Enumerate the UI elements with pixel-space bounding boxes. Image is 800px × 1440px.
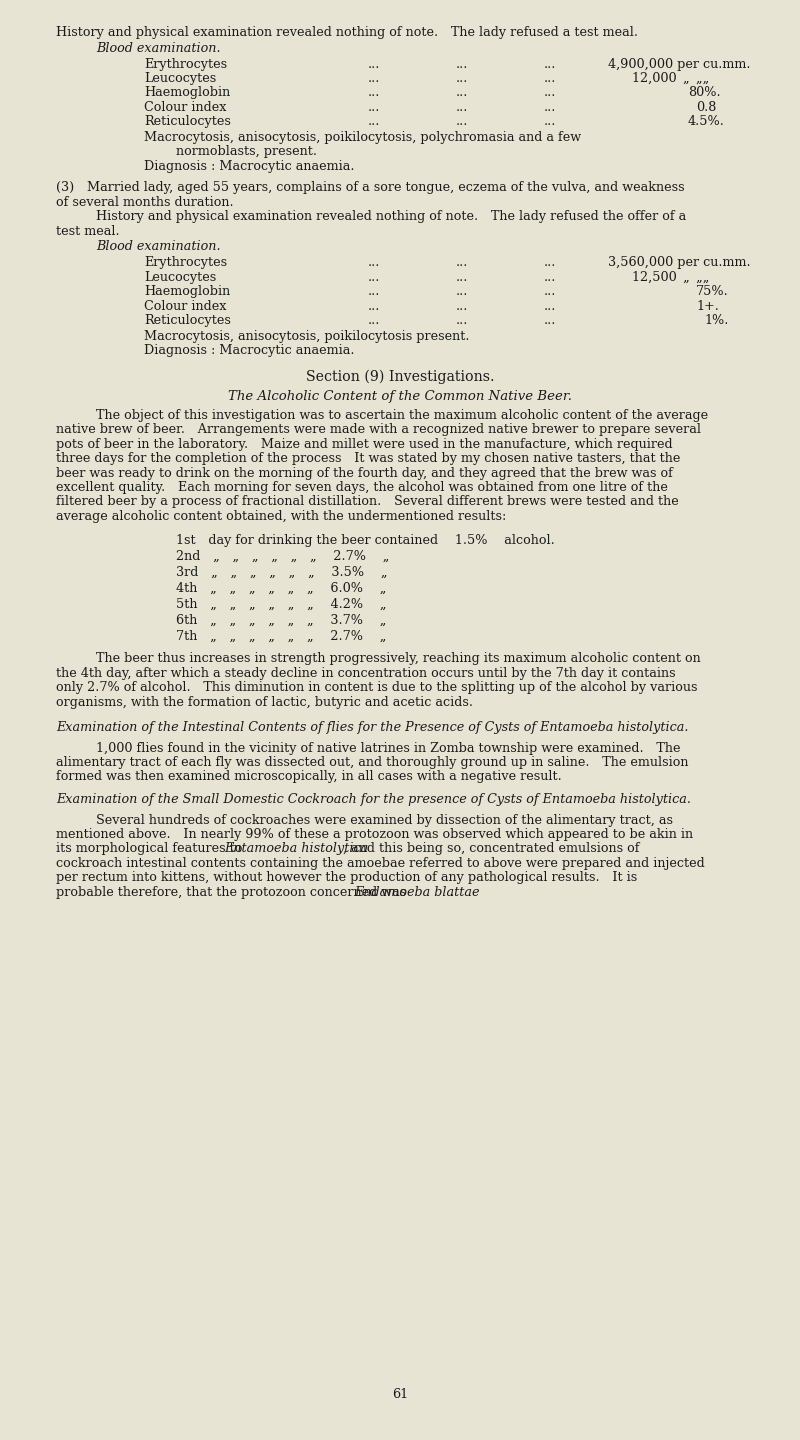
Text: the 4th day, after which a steady decline in concentration occurs until by the 7: the 4th day, after which a steady declin… [56,667,676,680]
Text: 12,000 „ „„: 12,000 „ „„ [632,72,710,85]
Text: filtered beer by a process of fractional distillation. Several different brews w: filtered beer by a process of fractional… [56,495,678,508]
Text: formed was then examined microscopically, in all cases with a negative result.: formed was then examined microscopically… [56,770,562,783]
Text: Endamoeba blattae: Endamoeba blattae [354,886,479,899]
Text: pots of beer in the laboratory. Maize and millet were used in the manufacture, w: pots of beer in the laboratory. Maize an… [56,438,673,451]
Text: ...: ... [456,58,468,71]
Text: Erythrocytes: Erythrocytes [144,256,227,269]
Text: 1%.: 1%. [704,314,728,327]
Text: ...: ... [368,314,380,327]
Text: 6th „ „ „ „ „ „  3.7%  „: 6th „ „ „ „ „ „ 3.7% „ [176,613,386,626]
Text: ...: ... [368,101,380,114]
Text: The Alcoholic Content of the Common Native Beer.: The Alcoholic Content of the Common Nati… [228,390,572,403]
Text: ...: ... [368,115,380,128]
Text: per rectum into kittens, without however the production of any pathological resu: per rectum into kittens, without however… [56,871,638,884]
Text: Colour index: Colour index [144,300,226,312]
Text: Entamoeba histolytica: Entamoeba histolytica [225,842,369,855]
Text: excellent quality. Each morning for seven days, the alcohol was obtained from on: excellent quality. Each morning for seve… [56,481,668,494]
Text: 2nd „ „ „ „ „ „  2.7%  „: 2nd „ „ „ „ „ „ 2.7% „ [176,550,390,563]
Text: 5th „ „ „ „ „ „  4.2%  „: 5th „ „ „ „ „ „ 4.2% „ [176,598,386,611]
Text: Diagnosis : Macrocytic anaemia.: Diagnosis : Macrocytic anaemia. [144,344,354,357]
Text: ...: ... [544,72,556,85]
Text: Haemoglobin: Haemoglobin [144,86,230,99]
Text: Blood examination.: Blood examination. [96,240,221,253]
Text: mentioned above. In nearly 99% of these a protozoon was observed which appeared : mentioned above. In nearly 99% of these … [56,828,693,841]
Text: ...: ... [456,271,468,284]
Text: 7th „ „ „ „ „ „  2.7%  „: 7th „ „ „ „ „ „ 2.7% „ [176,629,386,642]
Text: (3) Married lady, aged 55 years, complains of a sore tongue, eczema of the vulva: (3) Married lady, aged 55 years, complai… [56,181,685,194]
Text: ...: ... [368,285,380,298]
Text: 0.8: 0.8 [696,101,716,114]
Text: Leucocytes: Leucocytes [144,72,216,85]
Text: 3rd „ „ „ „ „ „  3.5%  „: 3rd „ „ „ „ „ „ 3.5% „ [176,566,387,579]
Text: 4.5%.: 4.5%. [688,115,725,128]
Text: 3,560,000 per cu.mm.: 3,560,000 per cu.mm. [608,256,750,269]
Text: Examination of the Intestinal Contents of flies for the Presence of Cysts of Ent: Examination of the Intestinal Contents o… [56,721,688,734]
Text: Several hundreds of cockroaches were examined by dissection of the alimentary tr: Several hundreds of cockroaches were exa… [96,814,673,827]
Text: Leucocytes: Leucocytes [144,271,216,284]
Text: ...: ... [368,58,380,71]
Text: , and this being so, concentrated emulsions of: , and this being so, concentrated emulsi… [342,842,639,855]
Text: The beer thus increases in strength progressively, reaching its maximum alcoholi: The beer thus increases in strength prog… [96,652,701,665]
Text: 4th „ „ „ „ „ „  6.0%  „: 4th „ „ „ „ „ „ 6.0% „ [176,582,386,595]
Text: ...: ... [544,271,556,284]
Text: ...: ... [368,72,380,85]
Text: ...: ... [544,86,556,99]
Text: ...: ... [544,285,556,298]
Text: ...: ... [368,271,380,284]
Text: Haemoglobin: Haemoglobin [144,285,230,298]
Text: Examination of the Small Domestic Cockroach for the presence of Cysts of Entamoe: Examination of the Small Domestic Cockro… [56,793,691,806]
Text: alimentary tract of each fly was dissected out, and thoroughly ground up in sali: alimentary tract of each fly was dissect… [56,756,689,769]
Text: Macrocytosis, anisocytosis, poikilocytosis, polychromasia and a few: Macrocytosis, anisocytosis, poikilocytos… [144,131,581,144]
Text: ...: ... [456,72,468,85]
Text: Erythrocytes: Erythrocytes [144,58,227,71]
Text: Section (9) Investigations.: Section (9) Investigations. [306,370,494,384]
Text: of several months duration.: of several months duration. [56,196,234,209]
Text: ...: ... [368,86,380,99]
Text: Macrocytosis, anisocytosis, poikilocytosis present.: Macrocytosis, anisocytosis, poikilocytos… [144,330,470,343]
Text: 1st day for drinking the beer contained  1.5%  alcohol.: 1st day for drinking the beer contained … [176,534,554,547]
Text: History and physical examination revealed nothing of note. The lady refused the : History and physical examination reveale… [96,210,686,223]
Text: its morphological features to: its morphological features to [56,842,246,855]
Text: ...: ... [456,101,468,114]
Text: ...: ... [544,115,556,128]
Text: ...: ... [544,101,556,114]
Text: ...: ... [544,300,556,312]
Text: three days for the completion of the process It was stated by my chosen native t: three days for the completion of the pro… [56,452,680,465]
Text: 12,500 „ „„: 12,500 „ „„ [632,271,710,284]
Text: 4,900,000 per cu.mm.: 4,900,000 per cu.mm. [608,58,750,71]
Text: ...: ... [544,256,556,269]
Text: Diagnosis : Macrocytic anaemia.: Diagnosis : Macrocytic anaemia. [144,160,354,173]
Text: ...: ... [456,115,468,128]
Text: only 2.7% of alcohol. This diminution in content is due to the splitting up of t: only 2.7% of alcohol. This diminution in… [56,681,698,694]
Text: 80%.: 80%. [688,86,721,99]
Text: ...: ... [456,285,468,298]
Text: ...: ... [456,300,468,312]
Text: ...: ... [456,256,468,269]
Text: ...: ... [544,58,556,71]
Text: normoblasts, present.: normoblasts, present. [176,145,317,158]
Text: Blood examination.: Blood examination. [96,42,221,55]
Text: test meal.: test meal. [56,225,120,238]
Text: cockroach intestinal contents containing the amoebae referred to above were prep: cockroach intestinal contents containing… [56,857,705,870]
Text: organisms, with the formation of lactic, butyric and acetic acids.: organisms, with the formation of lactic,… [56,696,473,708]
Text: ...: ... [456,86,468,99]
Text: average alcoholic content obtained, with the undermentioned results:: average alcoholic content obtained, with… [56,510,506,523]
Text: 1,000 flies found in the vicinity of native latrines in Zomba township were exam: 1,000 flies found in the vicinity of nat… [96,742,681,755]
Text: History and physical examination revealed nothing of note. The lady refused a te: History and physical examination reveale… [56,26,638,39]
Text: ...: ... [456,314,468,327]
Text: ...: ... [368,256,380,269]
Text: 61: 61 [392,1388,408,1401]
Text: Reticulocytes: Reticulocytes [144,314,231,327]
Text: ...: ... [368,300,380,312]
Text: ...: ... [544,314,556,327]
Text: Colour index: Colour index [144,101,226,114]
Text: 1+.: 1+. [696,300,719,312]
Text: beer was ready to drink on the morning of the fourth day, and they agreed that t: beer was ready to drink on the morning o… [56,467,673,480]
Text: The object of this investigation was to ascertain the maximum alcoholic content : The object of this investigation was to … [96,409,708,422]
Text: 75%.: 75%. [696,285,729,298]
Text: Reticulocytes: Reticulocytes [144,115,231,128]
Text: native brew of beer. Arrangements were made with a recognized native brewer to p: native brew of beer. Arrangements were m… [56,423,701,436]
Text: probable therefore, that the protozoon concerned was: probable therefore, that the protozoon c… [56,886,410,899]
Text: .: . [450,886,454,899]
